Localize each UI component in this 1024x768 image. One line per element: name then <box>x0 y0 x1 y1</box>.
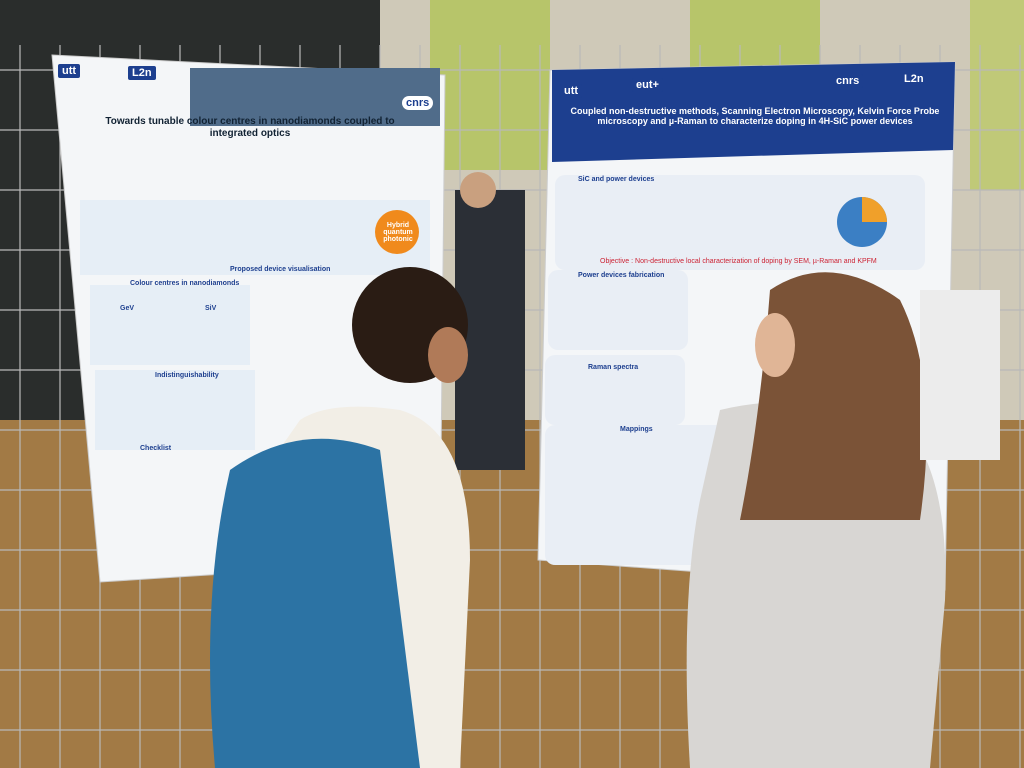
poster-panel <box>95 370 255 450</box>
logo: eut+ <box>632 78 663 92</box>
section-label: Hybrid quantum photonic <box>383 222 413 243</box>
logo: utt <box>560 84 583 98</box>
window <box>970 0 1024 190</box>
section-label: SiV <box>205 305 217 312</box>
section-label: Indistinguishability <box>155 372 219 379</box>
poster-panel <box>90 285 250 365</box>
section-label: Checklist <box>140 445 172 452</box>
poster-pie-part <box>862 197 887 222</box>
poster-title: Coupled non-destructive methods, Scannin… <box>570 106 940 127</box>
logo: utt <box>58 64 81 78</box>
poster-panel <box>555 175 925 270</box>
logo: L2n <box>900 72 928 86</box>
poster-photo <box>190 68 440 126</box>
logo: L2n <box>128 66 156 80</box>
logo: cnrs <box>402 96 434 110</box>
person-head <box>460 172 496 208</box>
section-label: Colour centres in nanodiamonds <box>130 280 240 287</box>
poster-title: Towards tunable colour centres in nanodi… <box>105 116 395 139</box>
section-label: SiC and power devices <box>578 176 655 183</box>
window <box>430 0 550 170</box>
section-label: GeV <box>120 305 135 312</box>
window <box>690 0 820 70</box>
poster-panel <box>545 425 735 565</box>
poster-panel <box>80 200 430 275</box>
logo: cnrs <box>832 74 864 88</box>
section-label: Raman spectra <box>588 364 639 371</box>
section-label: Proposed device visualisation <box>230 266 331 273</box>
section-label: Power devices fabrication <box>578 272 665 279</box>
section-label: Mappings <box>620 426 653 433</box>
face <box>428 327 468 383</box>
person-right <box>920 290 1000 460</box>
poster-badge <box>375 210 419 254</box>
objective: Objective : Non-destructive local charac… <box>600 258 877 265</box>
face <box>755 313 795 377</box>
backpack <box>210 438 420 768</box>
poster-panel <box>545 355 685 425</box>
poster-panel <box>548 270 688 350</box>
